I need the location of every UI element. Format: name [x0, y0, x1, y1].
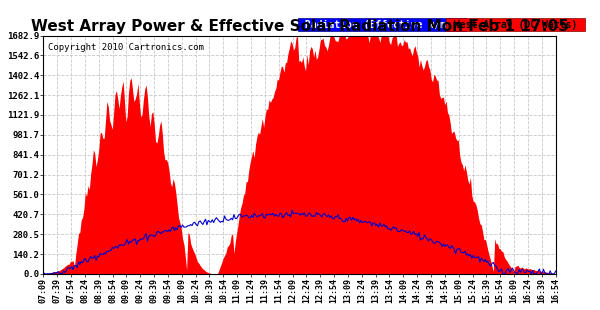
- Text: Copyright 2010 Cartronics.com: Copyright 2010 Cartronics.com: [49, 43, 205, 52]
- Text: Radiation (Effective w/m2): Radiation (Effective w/m2): [299, 20, 464, 29]
- Title: West Array Power & Effective Solar Radiation Mon Feb 1 17:05: West Array Power & Effective Solar Radia…: [31, 19, 568, 34]
- Text: West Array (DC Watts): West Array (DC Watts): [448, 20, 583, 29]
